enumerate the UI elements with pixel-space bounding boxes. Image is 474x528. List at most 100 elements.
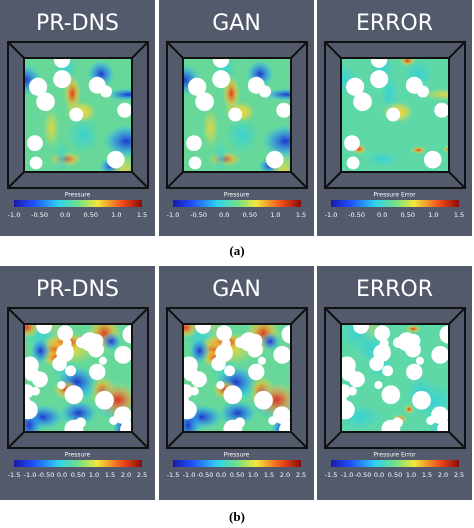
particle	[276, 102, 291, 118]
box-edge	[448, 307, 466, 325]
particle	[64, 385, 84, 405]
colorbar-tick-label: 1.0	[89, 471, 99, 479]
colorbar-tick-label: 1.0	[270, 211, 280, 219]
colorbar-tick-label: 2.0	[438, 471, 448, 479]
particle	[223, 419, 243, 432]
field-blob	[259, 331, 281, 352]
box-inner	[340, 323, 450, 433]
particle	[341, 384, 351, 399]
box-inner	[340, 57, 450, 173]
box-edge	[324, 431, 342, 449]
particle	[381, 385, 401, 405]
particle	[117, 102, 132, 118]
panel: ERROR Pressure Error -1.0 -0.50 0.0 0.50 1.0 1.…	[317, 0, 472, 236]
colorbar-tick-label: 1.5	[264, 471, 274, 479]
particle	[434, 102, 449, 118]
particle	[248, 363, 265, 381]
box-edge	[448, 431, 466, 449]
colorbar-tick-label: 0.50	[243, 211, 257, 219]
particle	[216, 380, 225, 390]
particle	[370, 58, 388, 68]
box-outer	[324, 41, 466, 189]
subfigure-label: (b)	[229, 509, 245, 524]
colorbar-tick-label: 0.50	[230, 471, 244, 479]
colorbar-tick-label: 1.0	[111, 211, 121, 219]
box-edge	[7, 41, 25, 59]
particle	[382, 365, 394, 377]
particle	[75, 337, 87, 349]
particle	[53, 58, 71, 68]
particle	[392, 337, 404, 349]
colorbar-tick-label: -0.50	[190, 211, 207, 219]
colorbar	[14, 460, 142, 467]
field-blob	[102, 124, 132, 159]
particle	[24, 396, 31, 409]
colorbar-tick-label: 2.5	[296, 471, 306, 479]
colorbar-tick-label: -1.0	[24, 471, 37, 479]
particle	[212, 58, 230, 68]
colorbar-tick-label: -1.5	[8, 471, 21, 479]
particle	[183, 396, 190, 409]
particle	[370, 70, 389, 89]
particle	[183, 384, 193, 399]
panel: PR-DNS Pressure -1.0 -0.50 0.0 0.50 1.0 1.5	[0, 0, 155, 236]
particle	[122, 325, 132, 344]
box-edge	[166, 41, 184, 59]
colorbar-tick-label: 0.50	[388, 471, 402, 479]
particle	[188, 156, 202, 170]
box-edge	[131, 171, 149, 189]
particle	[212, 70, 231, 89]
colorbar-tick-label: -1.0	[167, 211, 180, 219]
colorbar-tick-label: -0.50	[355, 471, 372, 479]
box-edge	[290, 41, 308, 59]
field	[24, 58, 132, 172]
particle	[228, 107, 243, 122]
box-edge	[131, 41, 149, 59]
particle	[64, 419, 84, 432]
particle	[431, 406, 449, 424]
colorbar-tick-label: 2.0	[280, 471, 290, 479]
colorbar-tick-label: 0.0	[219, 211, 229, 219]
particle	[31, 386, 40, 396]
particle	[56, 344, 74, 362]
box-edge	[166, 431, 184, 449]
particle	[114, 346, 132, 364]
colorbar-tick-label: 1.5	[105, 471, 115, 479]
box-edge	[166, 171, 184, 189]
colorbar	[331, 200, 459, 207]
field-blob	[218, 400, 258, 427]
particle	[224, 365, 236, 377]
box-outer	[7, 307, 149, 449]
particle	[423, 150, 442, 169]
particle	[374, 325, 391, 342]
particle	[190, 386, 199, 396]
box-outer	[7, 41, 149, 189]
colorbar	[331, 460, 459, 467]
particle	[437, 420, 449, 432]
colorbar-label: Pressure Error	[373, 452, 416, 459]
panel: GAN Pressure -1.5 -1.0 -0.50 0.0 0.50 1.0 1.5 2.0…	[159, 266, 314, 500]
particle	[109, 416, 118, 425]
particle	[195, 92, 214, 112]
colorbar-tick-label: 0.0	[57, 471, 67, 479]
particle	[114, 406, 132, 424]
particle	[215, 344, 233, 362]
particle	[273, 406, 291, 424]
particle	[341, 396, 348, 409]
particle	[412, 390, 431, 410]
colorbar-tick-label: -0.50	[348, 211, 365, 219]
particle	[234, 337, 246, 349]
colorbar	[14, 200, 142, 207]
box-edge	[290, 431, 308, 449]
panel-title: GAN	[212, 277, 261, 302]
colorbar-label: Pressure	[224, 452, 250, 459]
panel-title: GAN	[212, 11, 261, 36]
field-blob	[405, 324, 421, 334]
colorbar-tick-label: -1.0	[8, 211, 21, 219]
particle	[89, 363, 106, 381]
field	[183, 58, 291, 172]
particle	[98, 356, 107, 365]
colorbar-tick-label: -1.5	[325, 471, 338, 479]
box-inner	[182, 57, 292, 173]
